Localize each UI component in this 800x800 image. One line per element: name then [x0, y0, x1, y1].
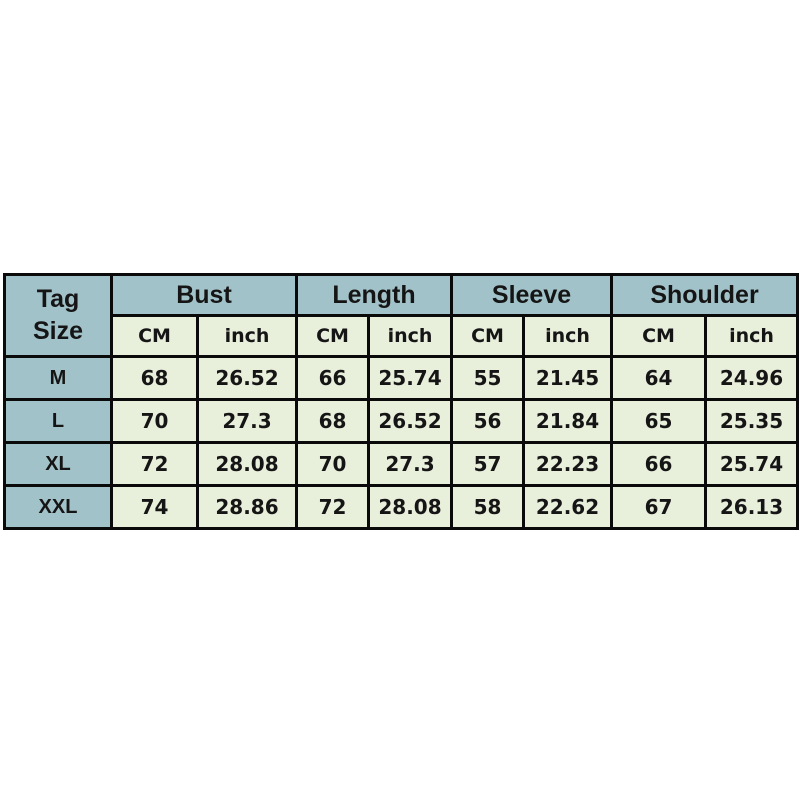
value-cell: 70: [110, 398, 199, 444]
value-cell: 26.52: [366, 398, 454, 444]
value-cell: 72: [295, 484, 370, 530]
unit-header-inch: inch: [704, 314, 800, 358]
value-cell: 28.08: [196, 441, 298, 487]
group-header-sleeve: Sleeve: [450, 273, 614, 317]
group-header-bust: Bust: [110, 273, 298, 317]
value-cell: 55: [450, 355, 526, 401]
value-cell: 66: [295, 355, 370, 401]
unit-header-inch: inch: [366, 314, 454, 358]
value-cell: 68: [110, 355, 199, 401]
group-header-length: Length: [294, 273, 454, 317]
table-row: XL 72 28.08 70 27.3 57 22.23 66 25.74: [3, 441, 800, 487]
table-row: L 70 27.3 68 26.52 56 21.84 65 25.35: [3, 398, 800, 444]
value-cell: 56: [450, 398, 526, 444]
size-label: XXL: [3, 484, 113, 530]
unit-header-inch: inch: [522, 314, 614, 358]
table-row: XXL 74 28.86 72 28.08 58 22.62 67 26.13: [3, 484, 800, 530]
table-row: M 68 26.52 66 25.74 55 21.45 64 24.96: [3, 355, 800, 401]
value-cell: 68: [295, 398, 370, 444]
value-cell: 74: [110, 484, 199, 530]
unit-header-inch: inch: [196, 314, 298, 358]
value-cell: 25.74: [366, 355, 454, 401]
value-cell: 65: [610, 398, 708, 444]
value-cell: 27.3: [196, 398, 298, 444]
tag-size-header: Tag Size: [3, 273, 113, 358]
value-cell: 22.62: [522, 484, 614, 530]
size-label: M: [3, 355, 113, 401]
size-chart-table: Tag Size Bust Length Sleeve Shoulder CM …: [3, 273, 800, 530]
unit-header-cm: CM: [295, 314, 370, 358]
value-cell: 25.35: [704, 398, 800, 444]
value-cell: 66: [610, 441, 708, 487]
size-chart: Tag Size Bust Length Sleeve Shoulder CM …: [3, 273, 800, 530]
value-cell: 64: [610, 355, 708, 401]
value-cell: 72: [110, 441, 199, 487]
value-cell: 27.3: [366, 441, 454, 487]
value-cell: 26.13: [704, 484, 800, 530]
value-cell: 70: [295, 441, 370, 487]
size-label: L: [3, 398, 113, 444]
value-cell: 24.96: [704, 355, 800, 401]
value-cell: 28.86: [196, 484, 298, 530]
value-cell: 26.52: [196, 355, 298, 401]
value-cell: 58: [450, 484, 526, 530]
size-label: XL: [3, 441, 113, 487]
unit-header-row: CM inch CM inch CM inch CM inch: [5, 314, 800, 358]
unit-header-cm: CM: [110, 314, 199, 358]
value-cell: 67: [610, 484, 708, 530]
group-header-row: Tag Size Bust Length Sleeve Shoulder: [3, 273, 800, 358]
unit-header-cm: CM: [610, 314, 708, 358]
unit-header-cm: CM: [450, 314, 526, 358]
value-cell: 21.45: [522, 355, 614, 401]
value-cell: 28.08: [366, 484, 454, 530]
value-cell: 57: [450, 441, 526, 487]
group-header-shoulder: Shoulder: [610, 273, 800, 317]
value-cell: 25.74: [704, 441, 800, 487]
value-cell: 22.23: [522, 441, 614, 487]
value-cell: 21.84: [522, 398, 614, 444]
